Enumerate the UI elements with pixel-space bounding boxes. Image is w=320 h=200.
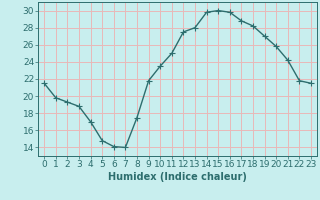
X-axis label: Humidex (Indice chaleur): Humidex (Indice chaleur) xyxy=(108,172,247,182)
